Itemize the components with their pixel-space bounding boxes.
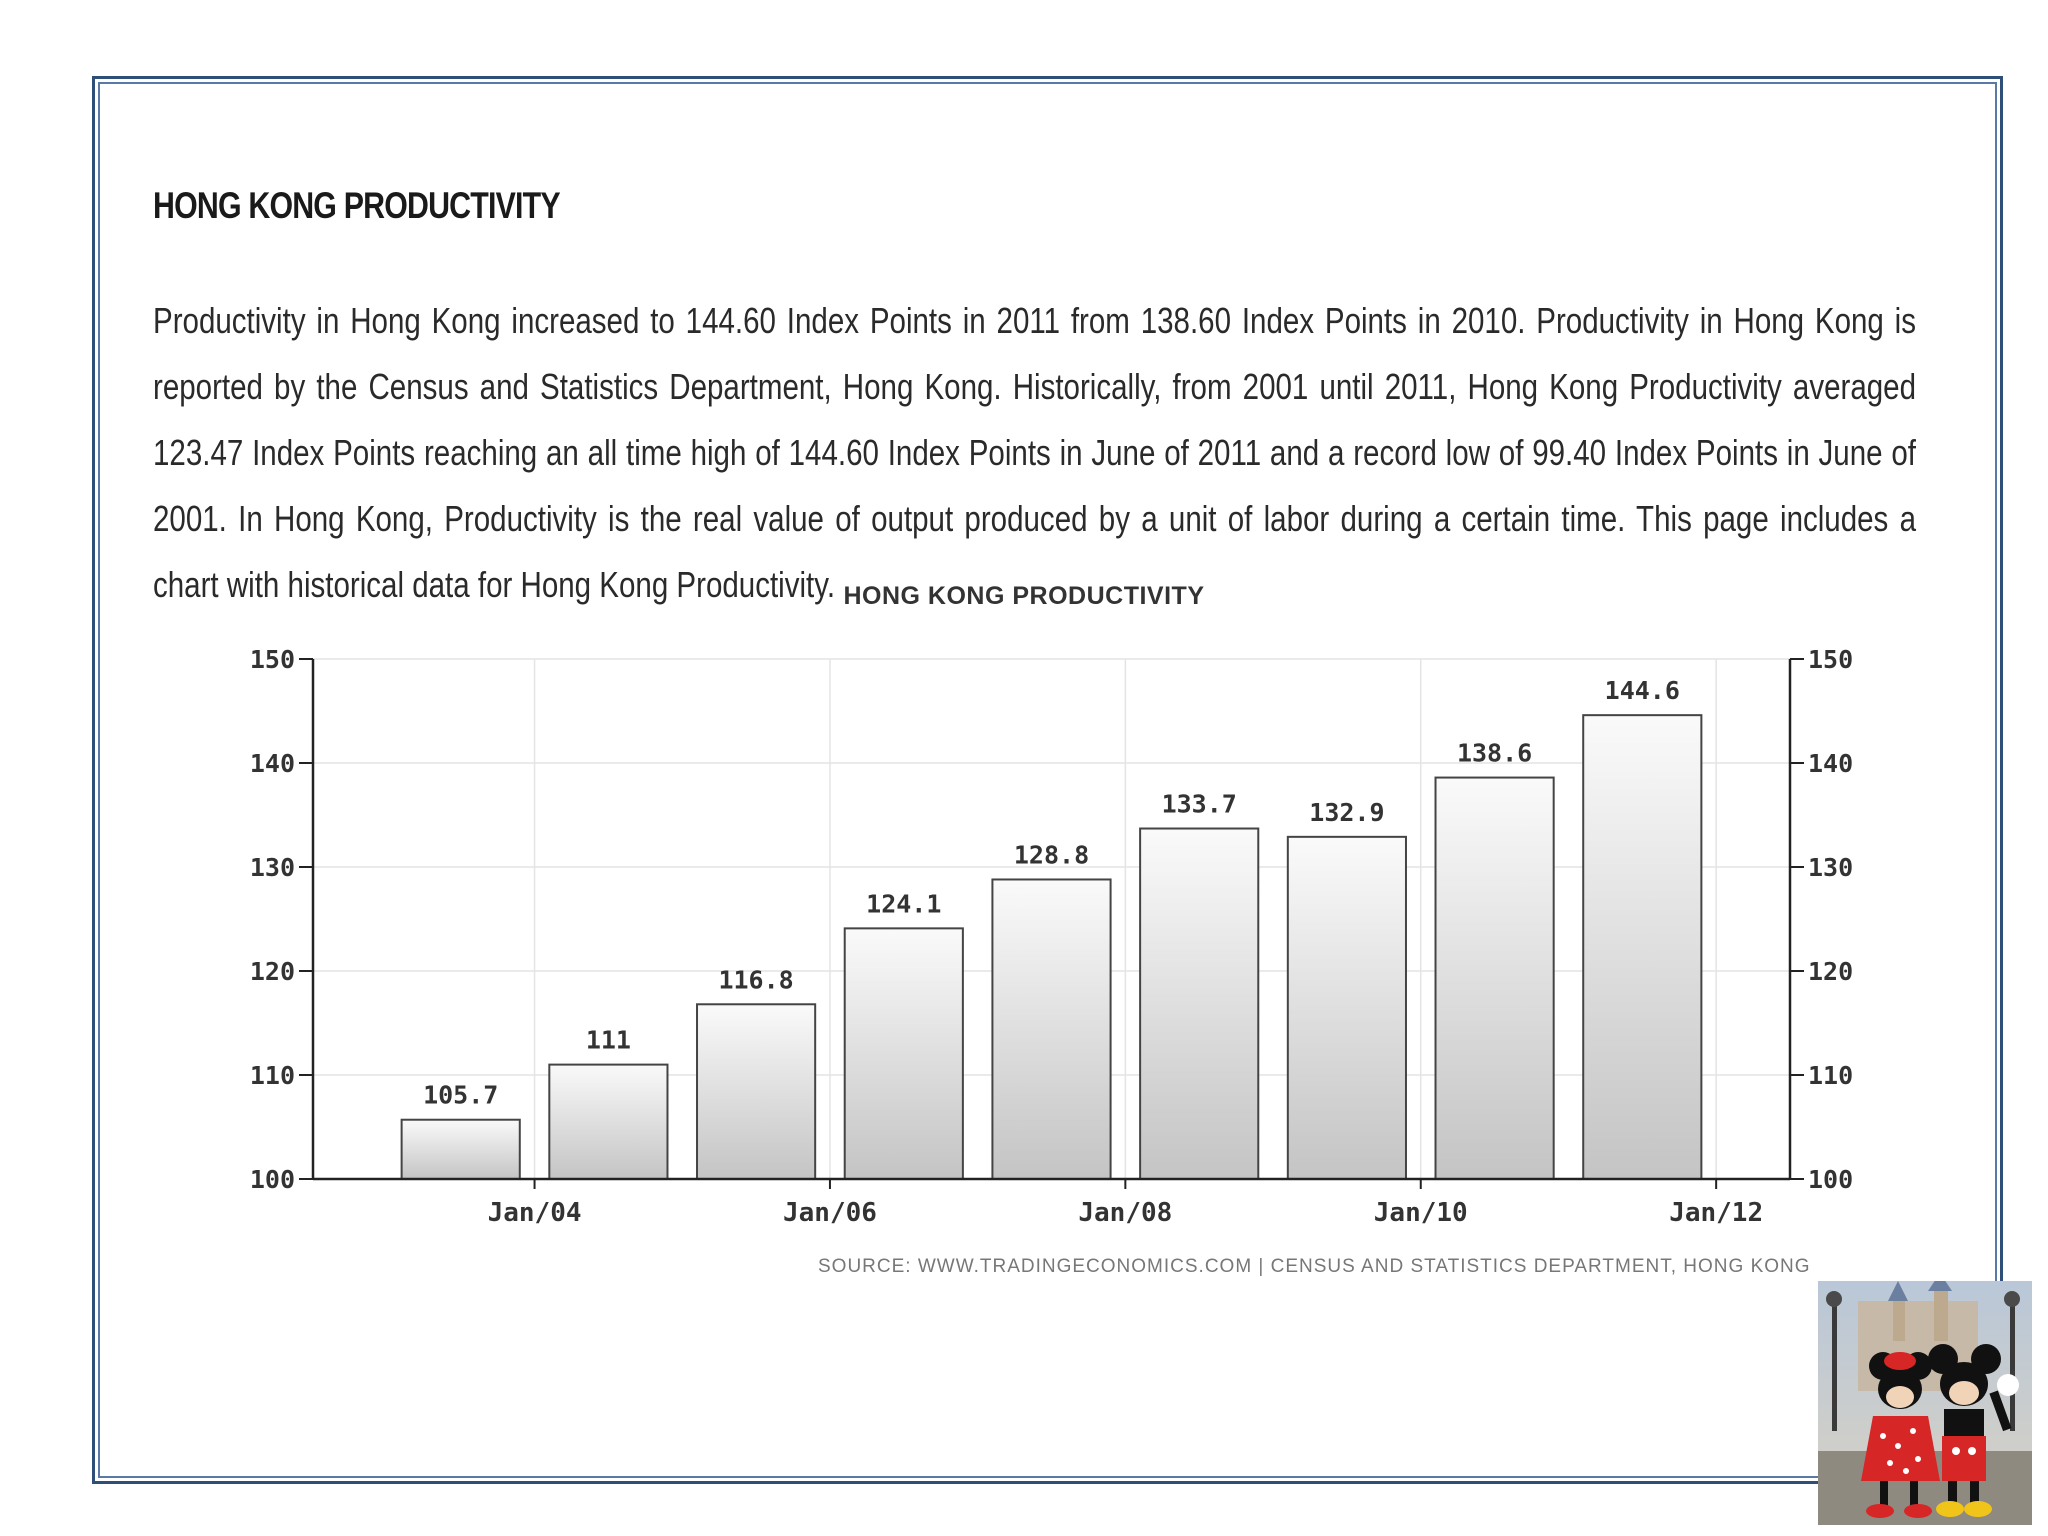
- x-tick-label: Jan/04: [488, 1198, 582, 1228]
- bar: [696, 1003, 817, 1181]
- y-tick-label-right: 110: [1808, 1061, 1853, 1090]
- y-tick-label-left: 140: [250, 749, 295, 778]
- y-tick-label-left: 150: [250, 645, 295, 674]
- y-tick-label-right: 140: [1808, 749, 1853, 778]
- data-label: 128.8: [1014, 840, 1089, 869]
- bar: [1582, 714, 1703, 1180]
- slide-frame-outer: [92, 76, 2003, 1484]
- bar: [1286, 835, 1407, 1181]
- data-label: 124.1: [866, 889, 941, 918]
- data-label: 105.7: [423, 1081, 498, 1110]
- chart-title: HONG KONG PRODUCTIVITY: [843, 582, 1205, 610]
- bar: [1434, 776, 1555, 1180]
- y-tick-label-left: 130: [250, 853, 295, 882]
- y-tick-label-left: 110: [250, 1061, 295, 1090]
- labels: 100 100 110 110 120 120 130 130 140 140 150 150 Jan/…: [250, 645, 1853, 1228]
- y-tick-label-right: 100: [1808, 1165, 1853, 1194]
- description-paragraph: Productivity in Hong Kong increased to 1…: [153, 300, 1916, 605]
- data-label: 138.6: [1457, 739, 1532, 768]
- data-label: 133.7: [1162, 790, 1237, 819]
- data-label: 132.9: [1309, 798, 1384, 827]
- data-label: 111: [586, 1026, 631, 1055]
- x-tick-label: Jan/10: [1374, 1198, 1468, 1228]
- bars: [400, 714, 1703, 1181]
- slide-frame-inner: [98, 82, 1997, 1478]
- mickey-minnie-castle-photo: [1818, 1281, 2032, 1525]
- chart-source: SOURCE: WWW.TRADINGECONOMICS.COM | CENSU…: [818, 1256, 1811, 1277]
- axes: [299, 658, 1804, 1189]
- data-label: 144.6: [1605, 676, 1680, 705]
- y-tick-label-right: 130: [1808, 853, 1853, 882]
- page-heading: HONG KONG PRODUCTIVITY: [153, 185, 561, 226]
- bar: [843, 927, 964, 1180]
- y-tick-label-left: 120: [250, 957, 295, 986]
- y-tick-label-right: 120: [1808, 957, 1853, 986]
- bar: [991, 878, 1112, 1180]
- x-tick-label: Jan/12: [1669, 1198, 1763, 1228]
- x-tick-label: Jan/06: [783, 1198, 877, 1228]
- bar: [548, 1063, 669, 1180]
- data-label: 116.8: [718, 965, 793, 994]
- y-tick-label-left: 100: [250, 1165, 295, 1194]
- y-tick-label-right: 150: [1808, 645, 1853, 674]
- x-tick-label: Jan/08: [1078, 1198, 1172, 1228]
- bar: [1139, 827, 1260, 1181]
- bar: [400, 1118, 521, 1180]
